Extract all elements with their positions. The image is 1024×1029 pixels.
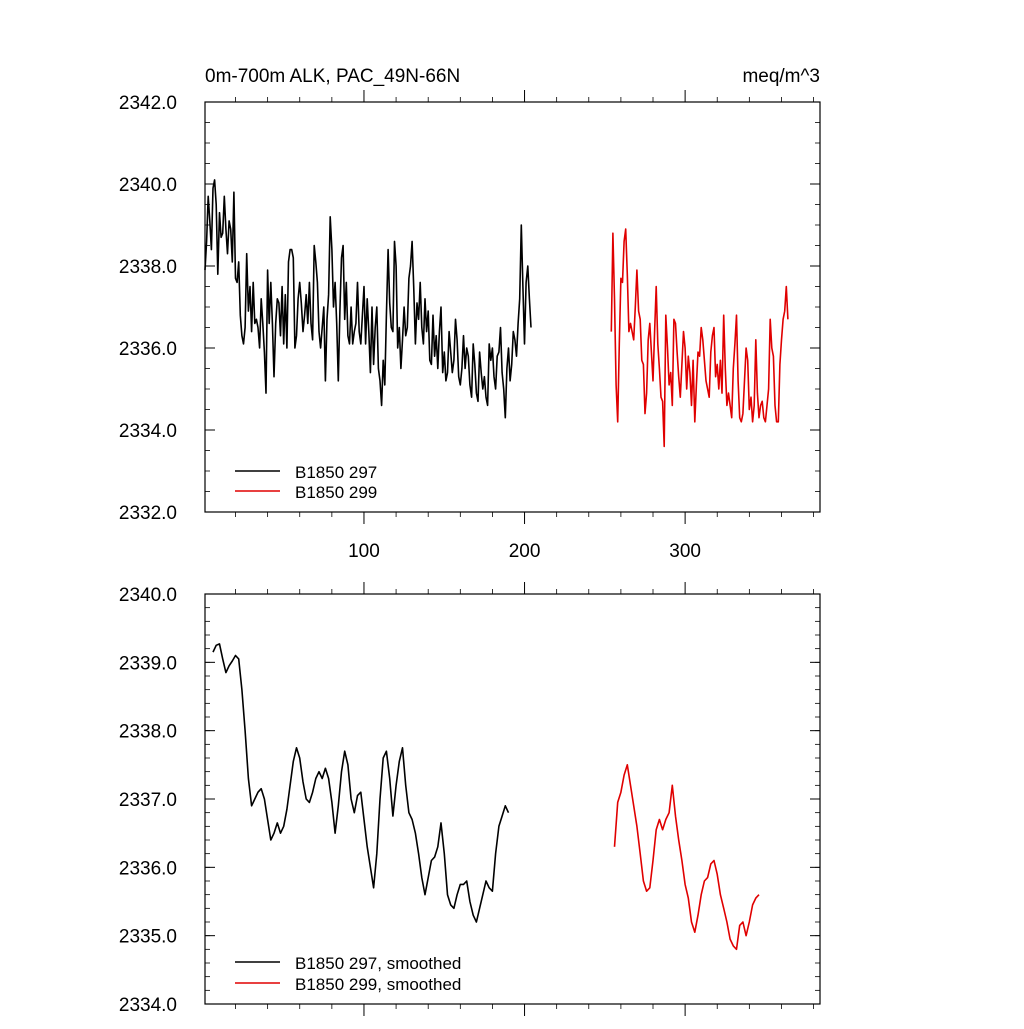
y-tick-label: 2340.0 <box>119 175 177 196</box>
y-tick-label: 2337.0 <box>119 790 177 811</box>
top-legend: B1850 297 B1850 299 <box>235 463 377 502</box>
y-tick-label: 2342.0 <box>119 93 177 114</box>
legend-label-b1850-299-smoothed: B1850 299, smoothed <box>295 975 461 994</box>
top-series <box>204 179 789 448</box>
y-tick-label: 2336.0 <box>119 858 177 879</box>
series-line-b1850-297 <box>204 179 532 419</box>
legend-label-b1850-297-smoothed: B1850 297, smoothed <box>295 954 461 973</box>
series-line-b1850-299 <box>610 228 789 448</box>
bottom-panel: 2334.0 2335.0 2336.0 2337.0 2338.0 2339.0 2340… <box>119 582 821 1016</box>
chart-title: 0m-700m ALK, PAC_49N-66N <box>205 66 460 87</box>
bottom-axes: 2334.0 2335.0 2336.0 2337.0 2338.0 2339.0 2340… <box>119 582 820 1016</box>
series-line-b1850-299-smoothed <box>613 763 760 951</box>
bottom-series <box>212 643 760 951</box>
y-tick-label: 2334.0 <box>119 421 177 442</box>
y-tick-label: 2340.0 <box>119 585 177 606</box>
y-tick-label: 2334.0 <box>119 995 177 1016</box>
chart-units: meq/m^3 <box>742 66 820 87</box>
bottom-plot-frame <box>204 593 821 1005</box>
legend-label-b1850-297: B1850 297 <box>295 463 377 482</box>
bottom-legend: B1850 297, smoothed B1850 299, smoothed <box>235 954 461 994</box>
x-tick-label: 300 <box>669 541 701 562</box>
x-tick-label: 200 <box>509 541 541 562</box>
y-tick-label: 2338.0 <box>119 257 177 278</box>
y-tick-label: 2338.0 <box>119 722 177 743</box>
y-tick-label: 2332.0 <box>119 503 177 524</box>
top-panel: 0m-700m ALK, PAC_49N-66N meq/m^3 2332.02… <box>119 66 821 562</box>
y-tick-label: 2335.0 <box>119 927 177 948</box>
y-tick-label: 2339.0 <box>119 653 177 674</box>
series-line-b1850-297-smoothed <box>212 643 510 923</box>
top-plot-frame <box>204 101 821 513</box>
legend-label-b1850-299: B1850 299 <box>295 483 377 502</box>
top-axes: 2332.0 2334.0 2336.0 2338.0 2340.0 2342.0 100 2… <box>119 90 820 562</box>
x-tick-label: 100 <box>348 541 380 562</box>
y-tick-label: 2336.0 <box>119 339 177 360</box>
